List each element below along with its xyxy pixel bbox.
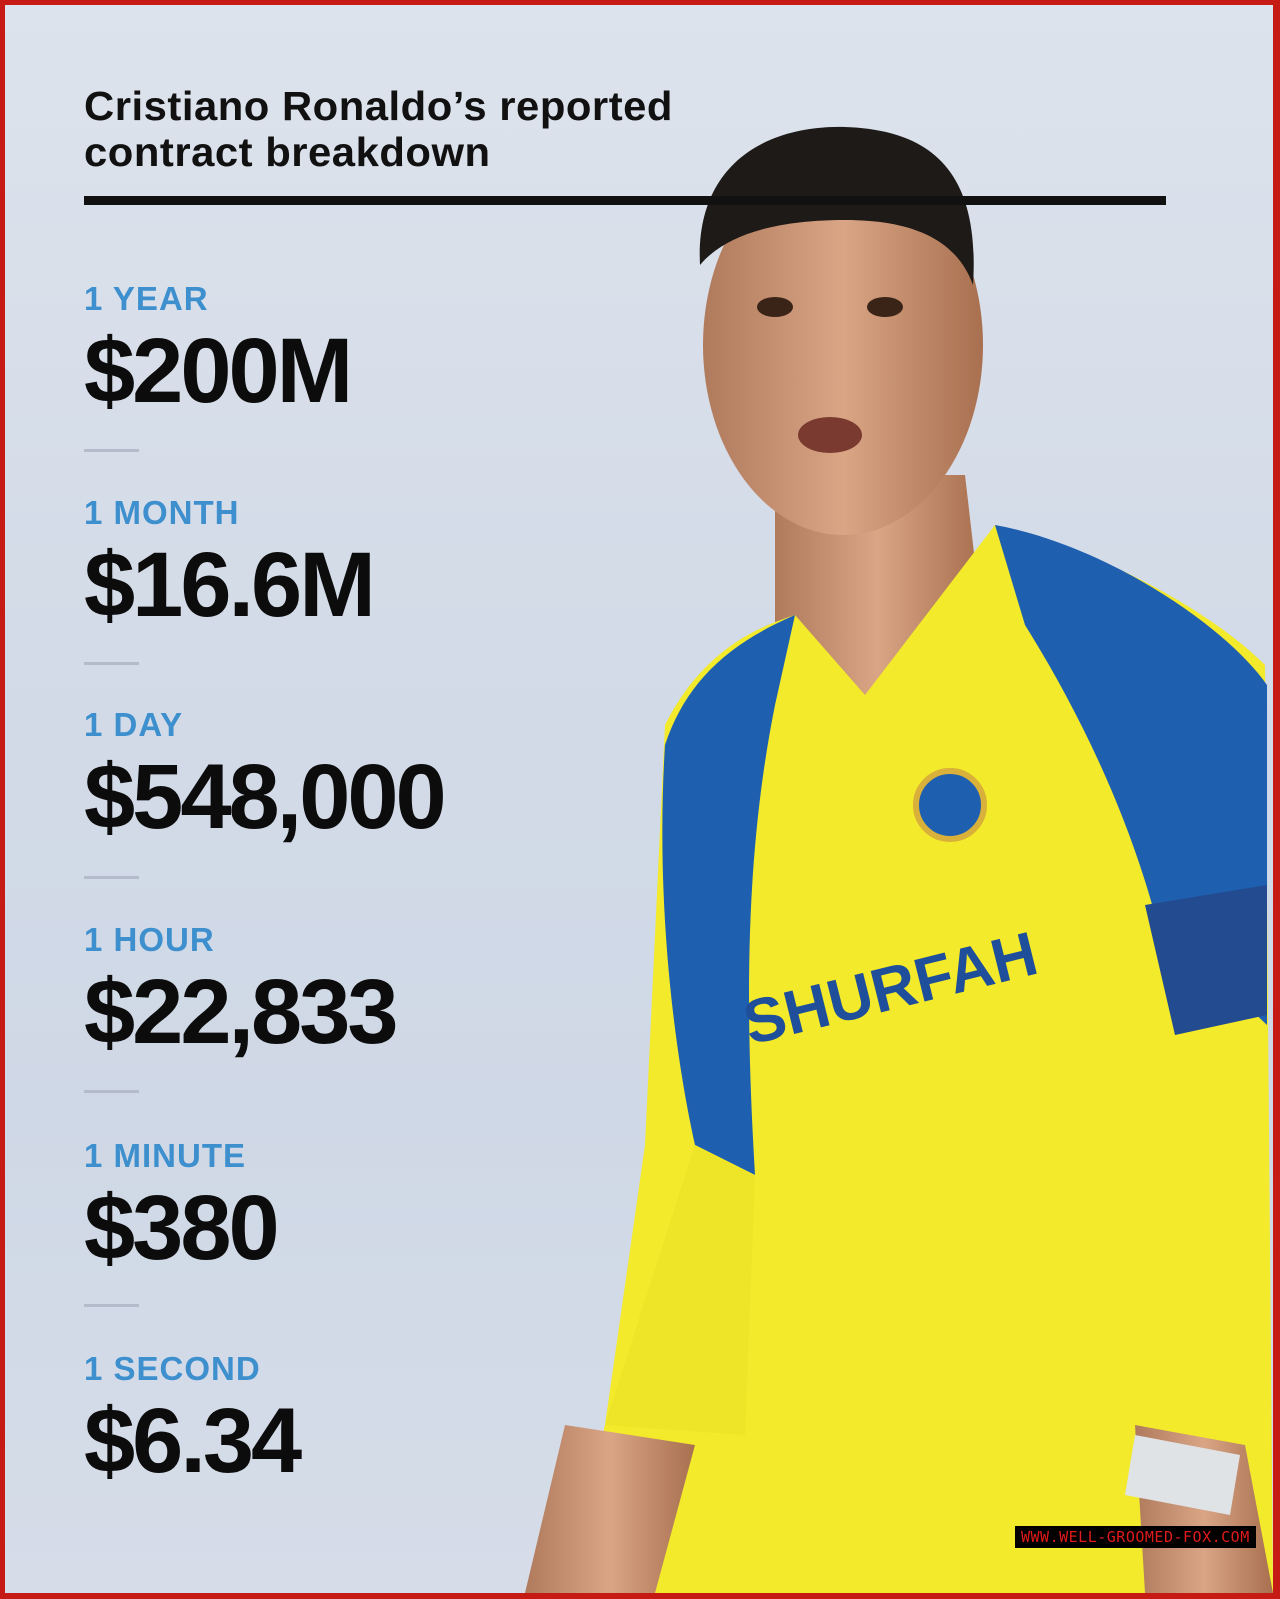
armband bbox=[1145, 885, 1267, 1035]
period-label: 1 HOUR bbox=[84, 921, 215, 958]
period-label: 1 MINUTE bbox=[84, 1137, 247, 1174]
divider bbox=[84, 1090, 139, 1093]
period-label: 1 SECOND bbox=[84, 1350, 261, 1387]
watermark: WWW.WELL-GROOMED-FOX.COM bbox=[1015, 1526, 1256, 1548]
item-hour: 1 HOUR $22,833 bbox=[84, 921, 399, 1063]
period-label: 1 DAY bbox=[84, 706, 184, 743]
head bbox=[703, 155, 983, 535]
forearm bbox=[525, 1425, 695, 1593]
divider bbox=[84, 449, 139, 452]
item-year: 1 YEAR $200M bbox=[84, 280, 353, 422]
amount-value: $200M bbox=[84, 320, 353, 422]
item-minute: 1 MINUTE $380 bbox=[84, 1137, 280, 1279]
left-sleeve bbox=[662, 615, 795, 1175]
page-title: Cristiano Ronaldo’s reported contract br… bbox=[84, 83, 673, 175]
amount-value: $22,833 bbox=[84, 961, 399, 1063]
amount-value: $548,000 bbox=[84, 746, 447, 848]
player-photo: SHURFAH bbox=[525, 126, 1273, 1593]
period-label: 1 YEAR bbox=[84, 280, 209, 317]
amount-value: $380 bbox=[84, 1177, 280, 1279]
title-divider bbox=[84, 196, 1166, 205]
hair bbox=[699, 126, 974, 285]
period-label: 1 MONTH bbox=[84, 494, 240, 531]
item-day: 1 DAY $548,000 bbox=[84, 706, 447, 848]
divider bbox=[84, 876, 139, 879]
amount-value: $6.34 bbox=[84, 1390, 302, 1492]
infographic: SHURFAH Cristiano Ronaldo’s reported con… bbox=[5, 5, 1273, 1593]
amount-value: $16.6M bbox=[84, 534, 376, 636]
item-month: 1 MONTH $16.6M bbox=[84, 494, 376, 636]
left-arm bbox=[605, 1145, 755, 1435]
divider bbox=[84, 662, 139, 665]
wristband bbox=[1125, 1435, 1240, 1515]
club-crest bbox=[913, 768, 987, 842]
divider bbox=[84, 1304, 139, 1307]
item-second: 1 SECOND $6.34 bbox=[84, 1350, 302, 1492]
